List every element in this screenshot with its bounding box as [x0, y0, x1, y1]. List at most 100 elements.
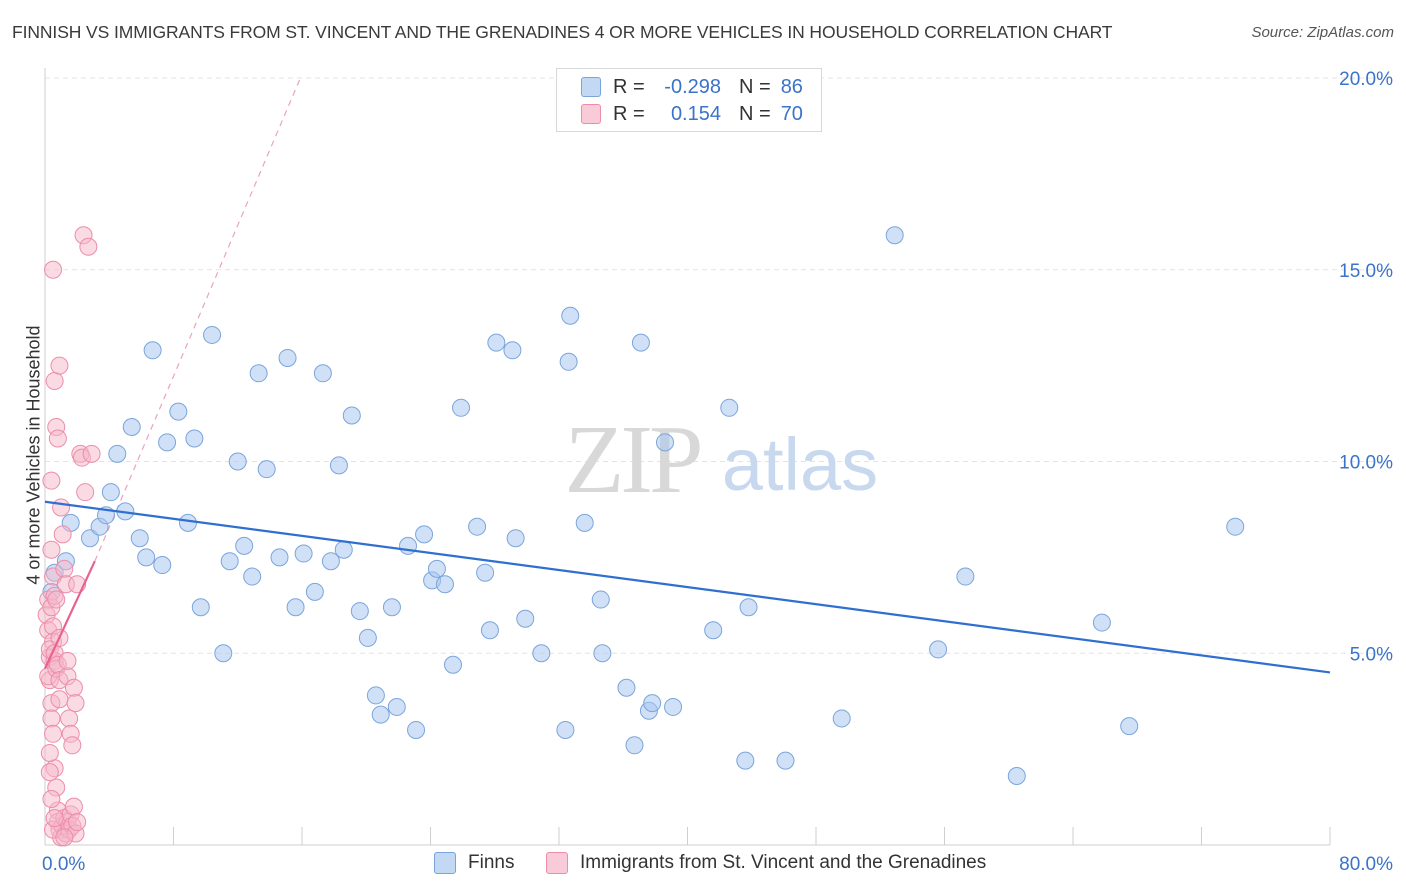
- immigrants-point: [44, 260, 63, 279]
- legend-item-finns: Finns: [434, 852, 514, 874]
- immigrants-point: [66, 694, 85, 713]
- finns-point: [1007, 766, 1026, 785]
- finns-point: [443, 655, 462, 674]
- immigrants-point: [47, 590, 66, 609]
- trend-lines: [44, 500, 1331, 674]
- finns-point: [371, 705, 390, 724]
- legend-item-immigrants: Immigrants from St. Vincent and the Gren…: [546, 852, 986, 874]
- finns-point: [350, 602, 369, 621]
- immigrants-point: [45, 809, 64, 828]
- finns-point: [739, 598, 758, 617]
- immigrants-point: [53, 525, 72, 544]
- finns-point: [278, 348, 297, 367]
- finns-point: [108, 444, 127, 463]
- finns-point: [342, 406, 361, 425]
- finns-point: [366, 686, 385, 705]
- finns-point: [1092, 613, 1111, 632]
- finns-point: [294, 544, 313, 563]
- legend-r-value: 0.154: [670, 102, 721, 125]
- finns-point: [80, 529, 99, 548]
- finns-point: [656, 433, 675, 452]
- finns-point: [153, 556, 172, 575]
- finns-point: [169, 402, 188, 421]
- immigrants-swatch: [581, 104, 601, 124]
- finns-point: [625, 736, 644, 755]
- finns-point: [158, 433, 177, 452]
- series-legend: Finns Immigrants from St. Vincent and th…: [0, 852, 1406, 878]
- immigrants-point: [50, 356, 69, 375]
- finns-point: [305, 582, 324, 601]
- finns-point: [243, 567, 262, 586]
- legend-r-label: R =: [613, 75, 645, 98]
- watermark: ZIP atlas: [565, 406, 879, 514]
- finns-point: [407, 720, 426, 739]
- immigrants-point: [55, 559, 74, 578]
- finns-point: [435, 575, 454, 594]
- finns-point: [559, 352, 578, 371]
- immigrants-point: [40, 763, 59, 782]
- finns-point: [617, 678, 636, 697]
- tick-labels: 5.0% 10.0% 15.0% 20.0% 0.0% 80.0%: [42, 69, 1393, 875]
- finns-point: [191, 598, 210, 617]
- finns-point: [130, 529, 149, 548]
- finns-points: [42, 226, 1245, 785]
- finns-point: [591, 590, 610, 609]
- finns-point: [214, 644, 233, 663]
- finns-legend-label: Finns: [468, 852, 515, 873]
- legend-r-value: -0.298: [664, 75, 721, 98]
- y-axis-label: 4 or more Vehicles in Household: [23, 325, 44, 585]
- x-tick-label: 80.0%: [1339, 854, 1393, 875]
- finns-point: [593, 644, 612, 663]
- finns-point: [503, 341, 522, 360]
- finns-point: [1120, 717, 1139, 736]
- chart-source: Source: ZipAtlas.com: [1251, 24, 1394, 41]
- finns-point: [885, 226, 904, 245]
- immigrants-point: [82, 444, 101, 463]
- finns-point: [556, 720, 575, 739]
- finns-point: [143, 341, 162, 360]
- finns-point: [929, 640, 948, 659]
- finns-point: [382, 598, 401, 617]
- finns-swatch: [581, 77, 601, 97]
- finns-point: [122, 417, 141, 436]
- legend-n-label: N =: [739, 102, 771, 125]
- finns-point: [220, 552, 239, 571]
- finns-point: [506, 529, 525, 548]
- finns-point: [270, 548, 289, 567]
- finns-point: [468, 517, 487, 536]
- finns-point: [415, 525, 434, 544]
- finns-point: [720, 398, 739, 417]
- immigrants-point: [58, 651, 77, 670]
- immigrants-point: [63, 736, 82, 755]
- immigrants-trend-extension: [94, 77, 301, 562]
- y-tick-label: 10.0%: [1339, 453, 1393, 474]
- finns-point: [776, 751, 795, 770]
- finns-point: [1226, 517, 1245, 536]
- finns-point: [358, 628, 377, 647]
- finns-point: [185, 429, 204, 448]
- finns-point: [956, 567, 975, 586]
- immigrants-point: [45, 371, 64, 390]
- immigrants-point: [68, 812, 87, 831]
- finns-point: [286, 598, 305, 617]
- y-tick-label: 5.0%: [1350, 644, 1393, 665]
- finns-point: [487, 333, 506, 352]
- x-tick-label: 0.0%: [42, 854, 85, 875]
- finns-point: [101, 483, 120, 502]
- legend-n-value: 86: [780, 75, 803, 98]
- finns-point: [575, 513, 594, 532]
- immigrants-point: [60, 709, 79, 728]
- legend-r-label: R =: [613, 102, 645, 125]
- finns-point: [249, 364, 268, 383]
- y-tick-label: 20.0%: [1339, 69, 1393, 90]
- finns-point: [257, 460, 276, 479]
- legend-row-finns: R = -0.298 N = 86: [581, 74, 803, 100]
- immigrants-legend-label: Immigrants from St. Vincent and the Gren…: [580, 852, 987, 873]
- finns-point: [631, 333, 650, 352]
- finns-point: [178, 513, 197, 532]
- watermark-atlas: atlas: [722, 423, 878, 506]
- immigrants-point: [52, 498, 71, 517]
- immigrants-trend-line: [44, 560, 96, 670]
- finns-point: [228, 452, 247, 471]
- immigrants-point: [44, 724, 63, 743]
